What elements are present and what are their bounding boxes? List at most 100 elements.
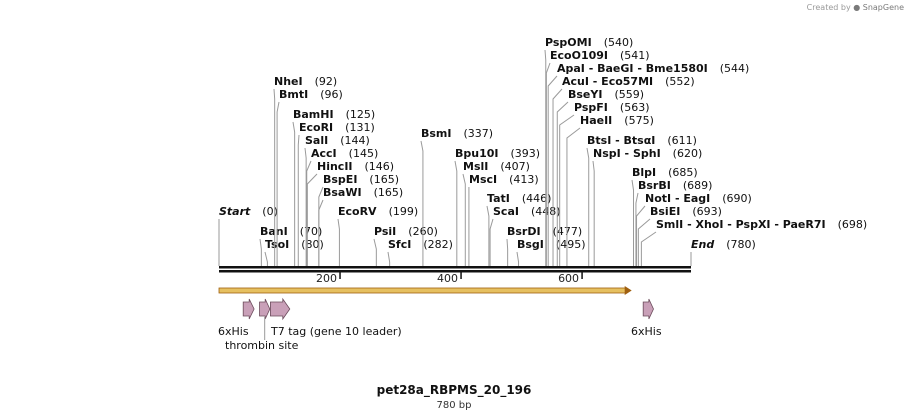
site-name: BsrBI [638,179,671,192]
site-label-bmti[interactable]: BmtI (96) [279,88,343,101]
feature-arrow-thrombin-site[interactable] [259,298,271,320]
site-name: BtsI - BtsαI [587,134,655,147]
site-label-smli-xhoi-pspxi-paer7i[interactable]: SmlI - XhoI - PspXI - PaeR7I (698) [656,218,867,231]
site-label-bspei[interactable]: BspEI (165) [323,173,399,186]
snapgene-credit: Created by ● SnapGene [807,3,904,12]
feature-label-6xhis: 6xHis [631,325,662,338]
site-label-bpu10i[interactable]: Bpu10I (393) [455,147,540,160]
site-position: (552) [665,75,695,88]
site-leader-acui-eco57mi [552,88,563,266]
site-label-scai[interactable]: ScaI (448) [493,205,561,218]
site-position: (693) [692,205,722,218]
site-name: PsiI [374,225,396,238]
site-leader-pspomi [544,49,547,266]
site-label-bani[interactable]: BanI (70) [260,225,322,238]
site-name: EcoRV [338,205,377,218]
backbone-bottom-strand [219,270,691,273]
site-label-btsi-bts-i[interactable]: BtsI - BtsαI (611) [587,134,697,147]
site-label-start[interactable]: Start (0) [219,205,278,218]
site-position: (563) [620,101,650,114]
site-label-ecoo109i[interactable]: EcoO109I (541) [550,49,650,62]
site-label-ecori[interactable]: EcoRI (131) [299,121,375,134]
feature-arrow-6xhis[interactable] [642,298,654,320]
site-leader-psii [373,238,377,266]
site-label-bsawi[interactable]: BsaWI (165) [323,186,403,199]
site-label-psii[interactable]: PsiI (260) [374,225,438,238]
site-label-acci[interactable]: AccI (145) [311,147,378,160]
site-label-bamhi[interactable]: BamHI (125) [293,108,375,121]
site-leader-hincii [306,173,318,266]
site-position: (70) [300,225,323,238]
orf-bar[interactable] [218,287,627,294]
site-label-end[interactable]: End (780) [691,238,756,251]
site-label-acui-eco57mi[interactable]: AcuI - Eco57MI (552) [562,75,695,88]
site-label-bsrbi[interactable]: BsrBI (689) [638,179,712,192]
site-label-blpi[interactable]: BlpI (685) [632,166,698,179]
site-position: (92) [315,75,338,88]
site-leader-ecorv [337,218,340,266]
site-label-tati[interactable]: TatI (446) [487,192,551,205]
site-name: ScaI [493,205,519,218]
site-name: NspI - SphI [593,147,661,160]
site-position: (544) [720,62,750,75]
site-leader-apai-baegi-bme1580i [547,75,558,266]
site-leader-noti-eagi [636,205,646,266]
site-name: Start [219,205,251,218]
site-position: (685) [668,166,698,179]
site-position: (393) [511,147,541,160]
orf-arrow-head [624,286,632,295]
site-position: (199) [389,205,419,218]
site-name: BsmI [421,127,452,140]
site-label-sfci[interactable]: SfcI (282) [388,238,453,251]
site-name: HaeII [580,114,612,127]
construct-name: pet28a_RBPMS_20_196 [377,383,532,398]
site-leader-scai [489,218,494,266]
site-label-bsiei[interactable]: BsiEI (693) [650,205,722,218]
site-leader-bmti [276,101,280,266]
site-label-nspi-sphi[interactable]: NspI - SphI (620) [593,147,702,160]
site-name: EcoRI [299,121,333,134]
site-label-bseyi[interactable]: BseYI (559) [568,88,644,101]
site-label-bsmi[interactable]: BsmI (337) [421,127,493,140]
site-name: EcoO109I [550,49,608,62]
site-name: PspOMI [545,36,592,49]
site-label-pspomi[interactable]: PspOMI (540) [545,36,633,49]
site-name: BmtI [279,88,308,101]
site-label-pspfi[interactable]: PspFI (563) [574,101,650,114]
site-position: (559) [614,88,644,101]
site-label-nhei[interactable]: NheI (92) [274,75,337,88]
site-leader-ecori [297,134,300,266]
site-name: SmlI - XhoI - PspXI - PaeR7I [656,218,826,231]
site-label-haeii[interactable]: HaeII (575) [580,114,654,127]
feature-arrow-6xhis[interactable] [242,298,255,320]
site-position: (689) [683,179,713,192]
site-label-sali[interactable]: SalI (144) [305,134,370,147]
site-label-ecorv[interactable]: EcoRV (199) [338,205,418,218]
site-position: (80) [301,238,324,251]
site-leader-smli-xhoi-pspxi-paer7i [640,231,657,266]
site-name: TatI [487,192,510,205]
site-leader-sfci [387,251,391,266]
site-label-apai-baegi-bme1580i[interactable]: ApaI - BaeGI - Bme1580I (544) [557,62,749,75]
site-label-hincii[interactable]: HincII (146) [317,160,394,173]
site-label-msli[interactable]: MslI (407) [463,160,530,173]
site-leader-sali [304,147,307,266]
site-position: (337) [464,127,494,140]
site-label-bsgi[interactable]: BsgI (495) [517,238,586,251]
snapgene-brand: ● SnapGene [853,3,904,12]
site-leader-bsrbi [635,192,639,266]
site-position: (495) [556,238,586,251]
site-label-bsrdi[interactable]: BsrDI (477) [507,225,582,238]
site-label-msci[interactable]: MscI (413) [469,173,539,186]
site-position: (446) [522,192,552,205]
site-name: Bpu10I [455,147,499,160]
site-leader-ecoo109i [545,62,551,266]
site-label-noti-eagi[interactable]: NotI - EagI (690) [645,192,752,205]
site-name: BseYI [568,88,602,101]
site-name: End [691,238,714,251]
site-leader-tati [486,205,490,266]
feature-arrow-t7-tag-gene-10-leader[interactable] [270,297,291,321]
site-leader-nspi-sphi [592,160,595,266]
